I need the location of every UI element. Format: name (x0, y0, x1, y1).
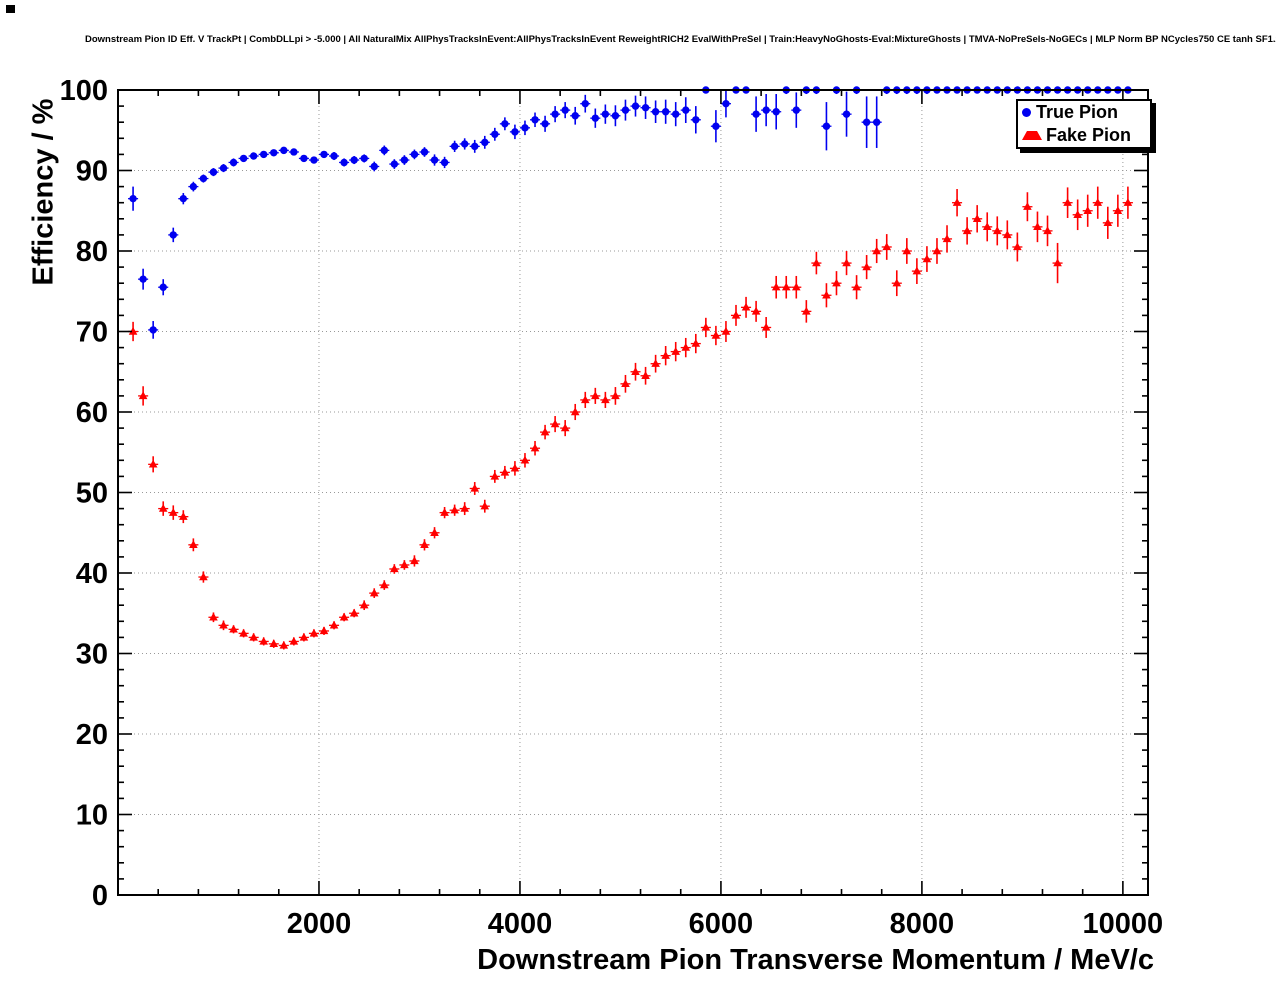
x-axis-title: Downstream Pion Transverse Momentum / Me… (477, 944, 1154, 976)
chart-frame (117, 89, 1149, 896)
svg-text:60: 60 (76, 397, 108, 429)
series-fake-pion (128, 186, 1133, 650)
svg-text:50: 50 (76, 478, 108, 510)
legend-entry-fake-pion: Fake Pion (1018, 124, 1150, 147)
svg-text:100: 100 (60, 75, 108, 107)
canvas-corner-mark (6, 5, 15, 13)
fake-pion-marker-icon (1022, 131, 1042, 140)
legend-label-fake-pion: Fake Pion (1046, 125, 1132, 145)
svg-text:10000: 10000 (1083, 908, 1164, 940)
svg-text:30: 30 (76, 639, 108, 671)
grid (118, 90, 1148, 895)
svg-text:8000: 8000 (890, 908, 955, 940)
legend-label-true-pion: True Pion (1036, 102, 1119, 122)
svg-text:90: 90 (76, 156, 108, 188)
svg-text:70: 70 (76, 317, 108, 349)
series-true-pion (128, 86, 1133, 339)
svg-text:2000: 2000 (287, 908, 352, 940)
svg-text:10: 10 (76, 800, 108, 832)
svg-text:0: 0 (92, 880, 108, 912)
svg-text:80: 80 (76, 236, 108, 268)
svg-text:40: 40 (76, 558, 108, 590)
axis-tick-labels: 0 10 20 30 40 50 60 70 80 90 100 2000 4000 6000 8000 10… (60, 75, 1164, 940)
y-axis-title: Efficiency / % (27, 98, 60, 286)
svg-text:6000: 6000 (689, 908, 754, 940)
svg-text:20: 20 (76, 719, 108, 751)
plot-title: Downstream Pion ID Eff. V TrackPt | Comb… (85, 34, 1276, 45)
axis-ticks (117, 89, 1148, 896)
legend-entry-true-pion: True Pion (1018, 101, 1150, 124)
svg-text:4000: 4000 (488, 908, 553, 940)
true-pion-marker-icon (1022, 108, 1031, 117)
legend: True Pion Fake Pion (1016, 99, 1152, 149)
